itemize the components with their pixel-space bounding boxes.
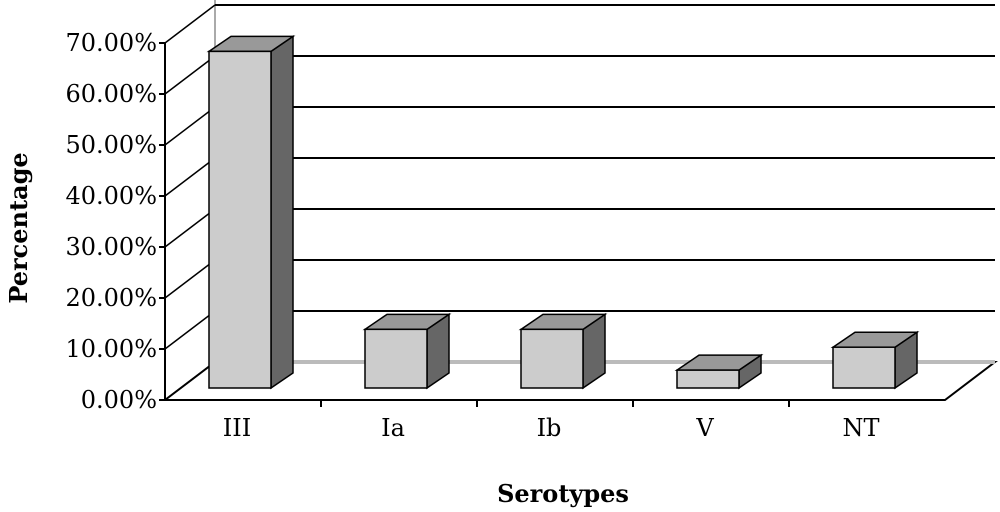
bar (518, 312, 608, 390)
bar-front (520, 328, 584, 389)
y-tick-labels: 0.00% 10.00% 20.00% 30.00% 40.00% 50.00% 60.00… (65, 29, 157, 414)
bar-front (676, 369, 740, 389)
gridline-side (164, 310, 216, 350)
gridline-side (164, 55, 216, 95)
y-tick-label: 10.00% (65, 335, 157, 363)
bar (206, 34, 296, 390)
y-tick-label: 40.00% (65, 182, 157, 210)
gridline-side (164, 259, 216, 299)
bar (830, 330, 920, 390)
gridline-side (164, 106, 216, 146)
y-tick-label: 70.00% (65, 29, 157, 57)
y-axis-title: Percentage (4, 152, 33, 303)
x-tick-label: V (695, 414, 714, 442)
bar-front (208, 50, 272, 389)
gridline-side (164, 4, 216, 44)
y-tick-label: 30.00% (65, 233, 157, 261)
gridline-side (164, 208, 216, 248)
x-tick-labels: III Ia Ib V NT (223, 414, 880, 442)
bar-side (270, 34, 294, 390)
x-axis-title: Serotypes (497, 479, 629, 508)
x-tick-label: Ia (381, 414, 405, 442)
x-tick-label: III (223, 414, 251, 442)
x-tick-label: NT (842, 414, 879, 442)
bar-front (364, 328, 428, 389)
bar (362, 312, 452, 390)
bars (206, 34, 920, 390)
y-tick-label: 20.00% (65, 284, 157, 312)
bar (674, 353, 764, 390)
y-tick-label: 0.00% (81, 386, 157, 414)
bar-front (832, 346, 896, 389)
gridline-side (164, 157, 216, 197)
x-tick-label: Ib (537, 414, 562, 442)
y-tick-label: 50.00% (65, 131, 157, 159)
y-tick-label: 60.00% (65, 80, 157, 108)
